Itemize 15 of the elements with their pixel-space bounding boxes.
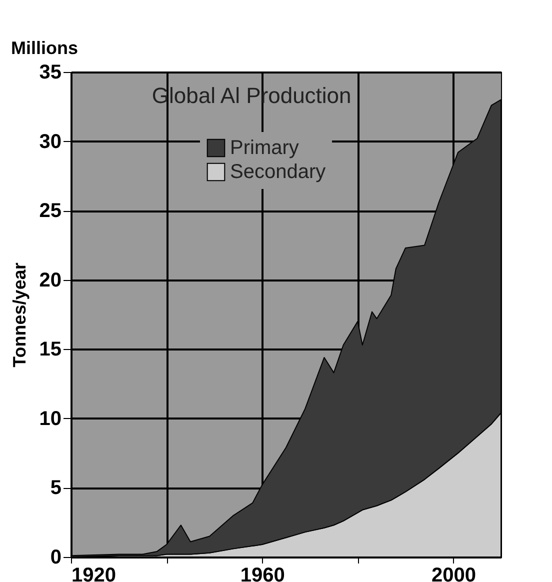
y-axis-title: Tonnes/year	[9, 262, 30, 368]
y-tick-label: 10	[39, 408, 62, 430]
legend-label: Secondary	[230, 161, 326, 183]
y-tick-label: 30	[39, 130, 62, 153]
y-tick-label: 35	[39, 62, 62, 84]
x-tick-label: 2000	[431, 564, 476, 582]
y-tick-label: 15	[39, 338, 62, 361]
x-tick-label: 1960	[240, 564, 285, 582]
text: Millions	[11, 38, 78, 58]
x-tick-label: 1920	[72, 564, 116, 582]
y-tick-label: 5	[50, 477, 62, 500]
legend-label: Primary	[230, 137, 299, 159]
y-tick-label: 20	[39, 269, 62, 292]
y-tick-label: 0	[50, 546, 62, 568]
y-tick-label: 25	[39, 200, 62, 222]
